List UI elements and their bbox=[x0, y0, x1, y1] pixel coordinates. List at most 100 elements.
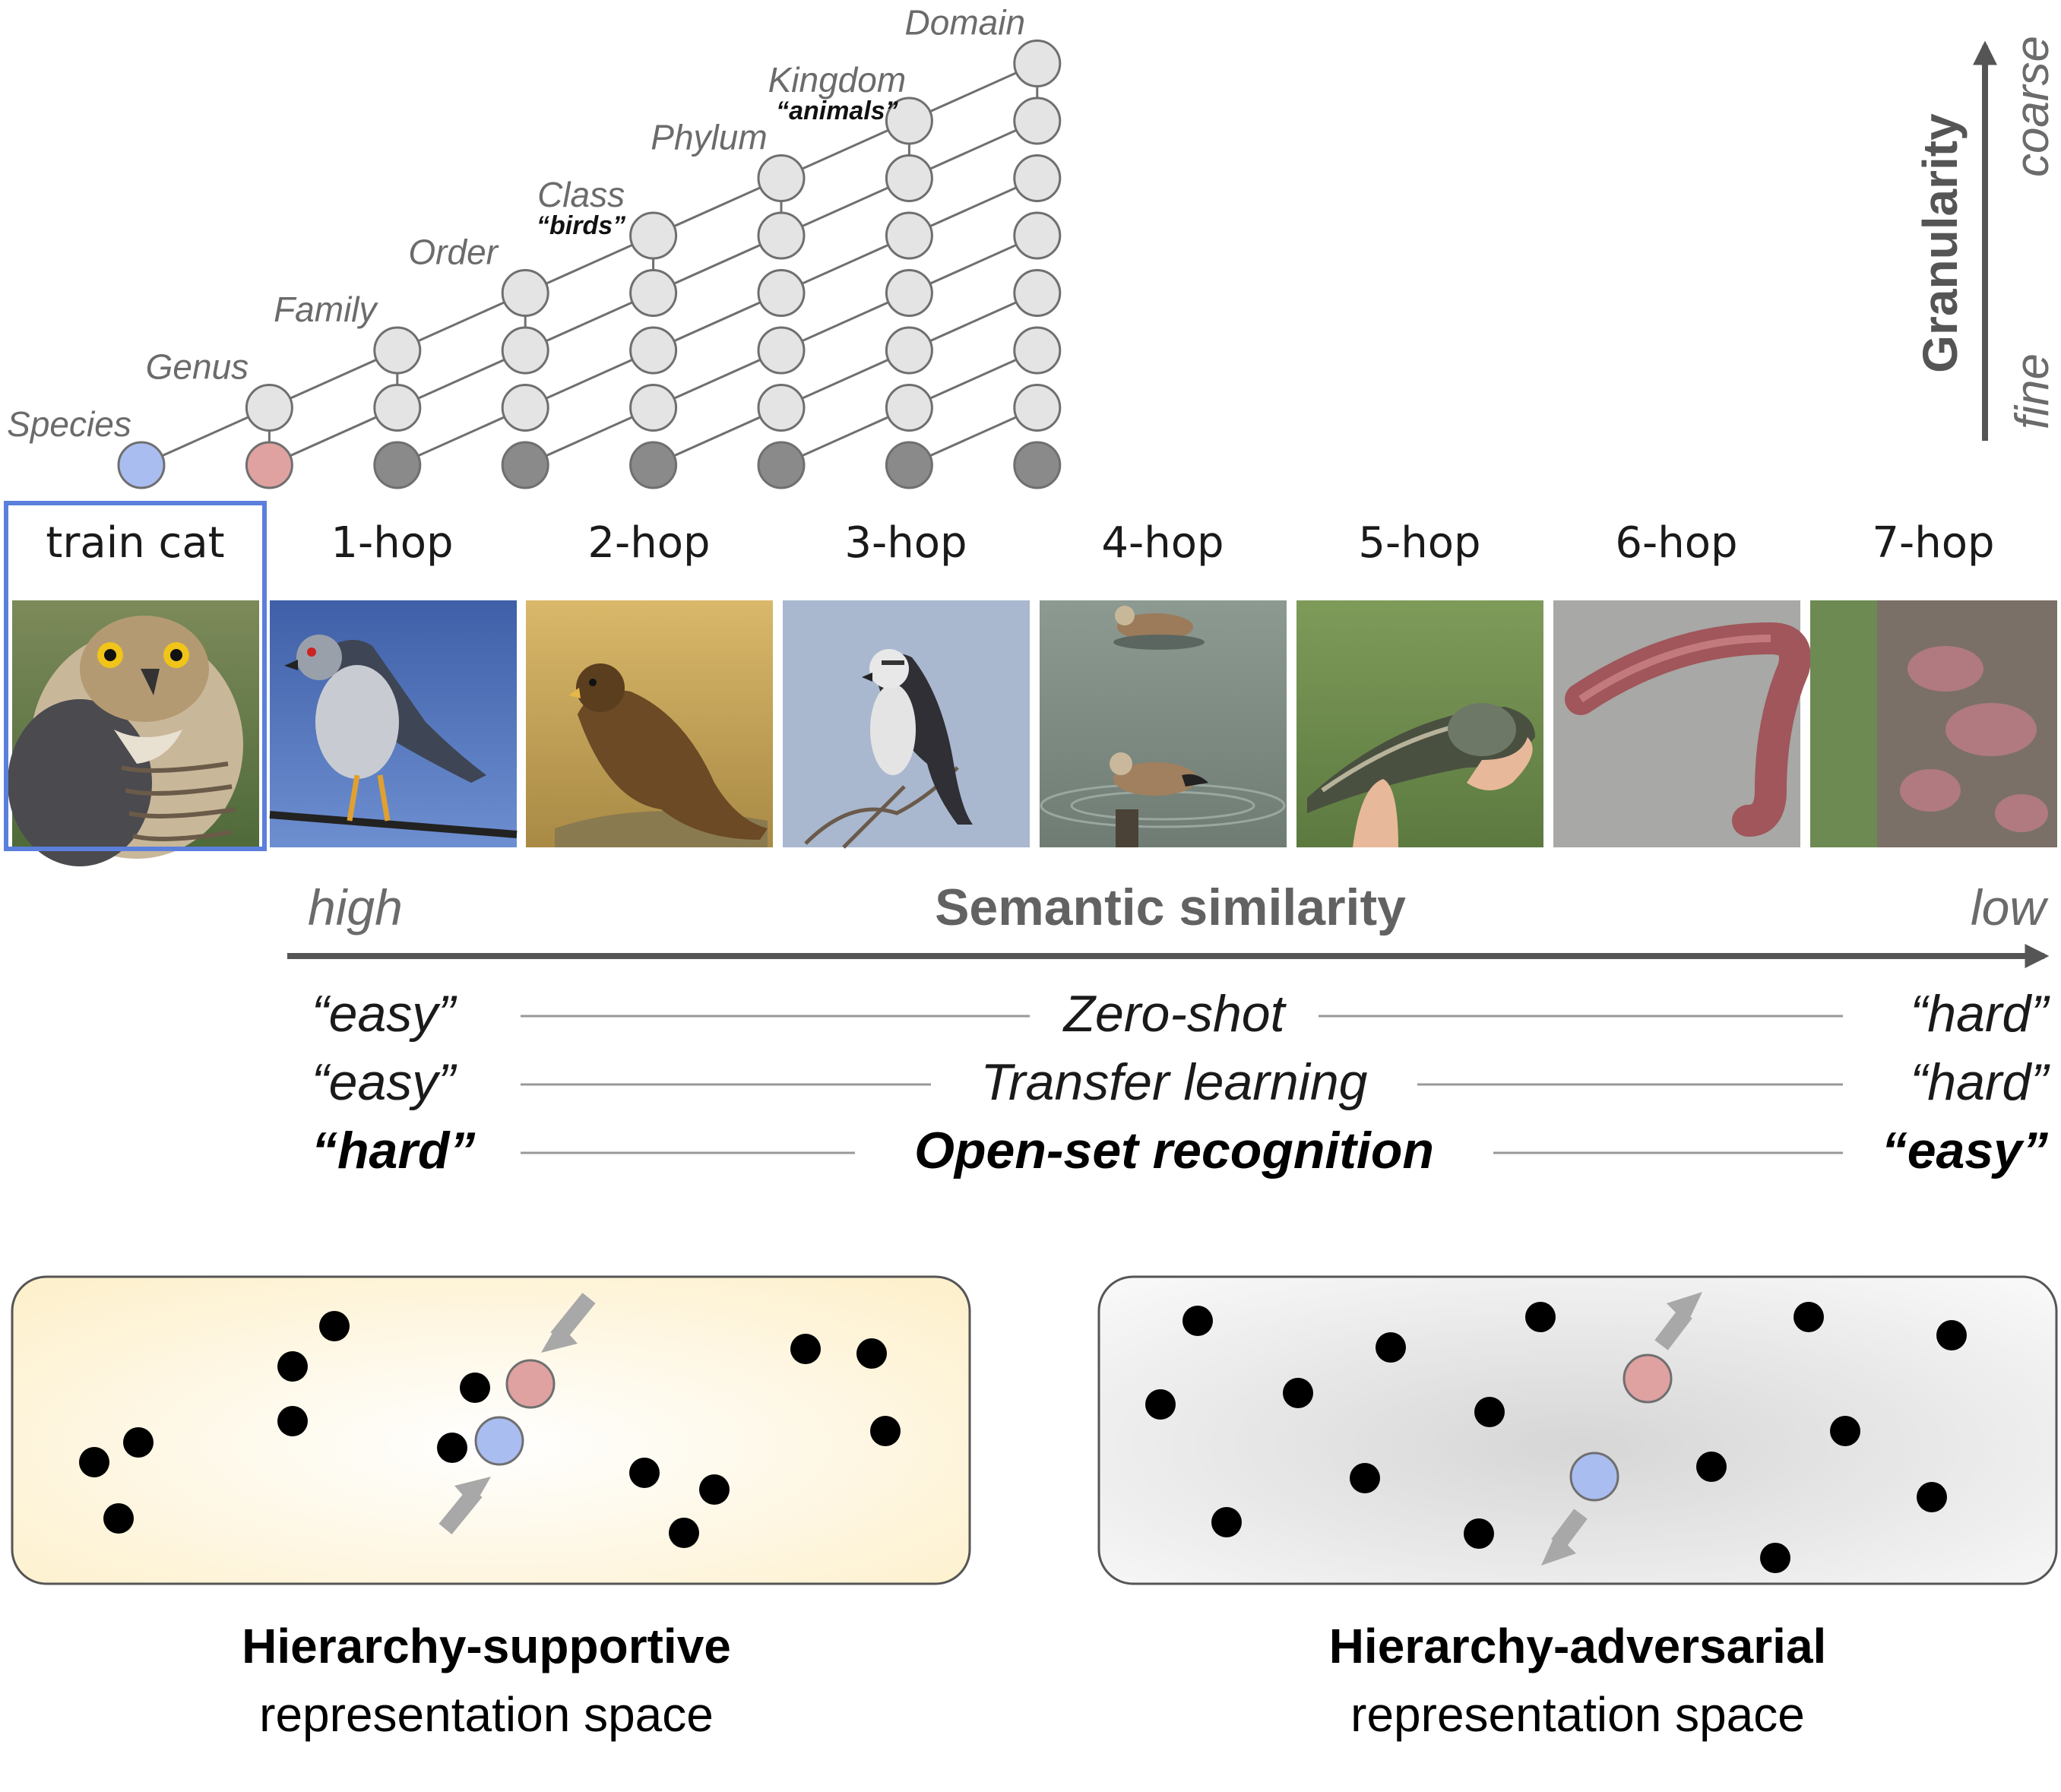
tree-node bbox=[757, 269, 806, 317]
embedding-dot bbox=[1696, 1452, 1727, 1482]
task-right-1: “hard” bbox=[1911, 1053, 2051, 1111]
embedding-dot bbox=[277, 1406, 308, 1436]
task-rows: “easy” Zero-shot “hard” “easy” Transfer lear… bbox=[312, 985, 2050, 1179]
column-label-1: 1-hop bbox=[331, 518, 453, 568]
pull-arrow-head bbox=[454, 1477, 491, 1507]
tree-node bbox=[885, 97, 933, 145]
embedding-train bbox=[1569, 1452, 1619, 1502]
embedding-dot bbox=[123, 1427, 154, 1458]
embedding-dot bbox=[319, 1311, 350, 1341]
granularity-fine-label: fine bbox=[2006, 353, 2059, 429]
granularity-title: Granularity bbox=[1913, 113, 1968, 373]
column-label-4: 4-hop bbox=[1101, 518, 1224, 568]
embedding-train bbox=[474, 1416, 524, 1466]
tree-node bbox=[885, 154, 933, 202]
train-cat-highlight-frame bbox=[4, 501, 267, 851]
column-label-3: 3-hop bbox=[844, 518, 967, 568]
tree-node bbox=[1013, 40, 1062, 87]
tree-node bbox=[1013, 326, 1062, 375]
embedding-dot bbox=[1936, 1320, 1967, 1350]
embedding-dot bbox=[699, 1474, 730, 1505]
embedding-dot bbox=[629, 1458, 660, 1488]
similarity-title: Semantic similarity bbox=[935, 879, 1406, 936]
tree-node-leaf bbox=[885, 441, 933, 489]
task-name-0: Zero-shot bbox=[1062, 985, 1287, 1043]
level-quote-class: “birds” bbox=[537, 211, 625, 240]
panel-right-title: Hierarchy-adversarial bbox=[1329, 1619, 1827, 1673]
column-label-2: 2-hop bbox=[587, 518, 710, 568]
image-3-hop bbox=[783, 600, 1030, 849]
tree-node bbox=[885, 269, 933, 317]
level-label-phylum: Phylum bbox=[651, 118, 767, 157]
embedding-dot bbox=[1376, 1332, 1406, 1363]
image-4-hop bbox=[1040, 600, 1287, 847]
embedding-1-hop bbox=[1623, 1353, 1673, 1404]
task-right-0: “hard” bbox=[1911, 985, 2051, 1043]
tree-node bbox=[757, 384, 806, 432]
embedding-dot bbox=[1474, 1397, 1505, 1427]
image-train-cat bbox=[8, 600, 259, 866]
panel-left-title: Hierarchy-supportive bbox=[242, 1619, 731, 1673]
image-7-hop bbox=[1810, 600, 2057, 847]
tree-node bbox=[885, 384, 933, 432]
column-label-7: 7-hop bbox=[1872, 518, 1994, 568]
embedding-dot bbox=[103, 1503, 134, 1534]
level-label-order: Order bbox=[408, 233, 499, 272]
image-2-hop bbox=[526, 600, 773, 847]
embedding-dot bbox=[1283, 1378, 1313, 1408]
image-1-hop bbox=[269, 600, 518, 847]
tree-node bbox=[501, 269, 549, 317]
tree-node bbox=[885, 211, 933, 260]
granularity-coarse-label: coarse bbox=[2006, 36, 2059, 177]
task-right-2: “easy” bbox=[1882, 1122, 2048, 1179]
example-images bbox=[4, 501, 2057, 866]
granularity-axis: Granularity coarse fine bbox=[1913, 36, 2059, 441]
tree-node bbox=[373, 384, 422, 432]
tree-node bbox=[1013, 154, 1062, 202]
embedding-1-hop bbox=[505, 1359, 556, 1409]
column-label-0: train cat bbox=[46, 518, 224, 568]
embedding-dot bbox=[1760, 1543, 1790, 1573]
panel-hierarchy-adversarial: Hierarchy-adversarial representation spa… bbox=[1097, 1275, 2058, 1742]
tree-node bbox=[757, 326, 806, 375]
column-label-6: 6-hop bbox=[1615, 518, 1737, 568]
panel-right-dots bbox=[1145, 1292, 1967, 1573]
level-quote-kingdom: “animals” bbox=[776, 97, 898, 125]
push-arrow-head bbox=[1667, 1292, 1702, 1324]
tree-node-leaf bbox=[629, 441, 678, 489]
tree-node-train bbox=[117, 441, 166, 489]
embedding-dot bbox=[1525, 1302, 1556, 1332]
similarity-low-label: low bbox=[1971, 879, 2049, 936]
push-arrow bbox=[1654, 1308, 1692, 1350]
task-name-2: Open-set recognition bbox=[914, 1122, 1434, 1179]
tree-node bbox=[1013, 269, 1062, 317]
column-label-5: 5-hop bbox=[1358, 518, 1480, 568]
tree-node-1-hop bbox=[245, 441, 293, 489]
embedding-dot bbox=[870, 1416, 901, 1446]
image-6-hop bbox=[1553, 600, 1811, 847]
tree-node bbox=[757, 211, 806, 260]
embedding-dot bbox=[1350, 1463, 1380, 1493]
tree-node-leaf bbox=[1013, 441, 1062, 489]
embedding-dot bbox=[79, 1447, 109, 1477]
tree-node-leaf bbox=[501, 441, 549, 489]
tree-node bbox=[885, 326, 933, 375]
level-label-kingdom: Kingdom bbox=[768, 60, 907, 100]
tree-node bbox=[1013, 384, 1062, 432]
embedding-dot bbox=[669, 1518, 699, 1548]
taxonomy-level-labels: Species Genus Family Order Class“birds” Phylu… bbox=[7, 3, 1025, 445]
tree-node-leaf bbox=[757, 441, 806, 489]
tree-node bbox=[1013, 97, 1062, 145]
push-arrow-head bbox=[1541, 1534, 1576, 1566]
embedding-dot bbox=[1793, 1302, 1824, 1332]
level-label-domain: Domain bbox=[905, 3, 1026, 43]
level-label-species: Species bbox=[7, 404, 131, 444]
embedding-dot bbox=[790, 1334, 821, 1364]
level-label-genus: Genus bbox=[146, 347, 249, 387]
similarity-high-label: high bbox=[308, 879, 403, 936]
tree-node bbox=[245, 384, 293, 432]
embedding-dot bbox=[437, 1433, 467, 1463]
panel-left-subtitle: representation space bbox=[259, 1687, 714, 1742]
embedding-dot bbox=[1182, 1306, 1213, 1336]
